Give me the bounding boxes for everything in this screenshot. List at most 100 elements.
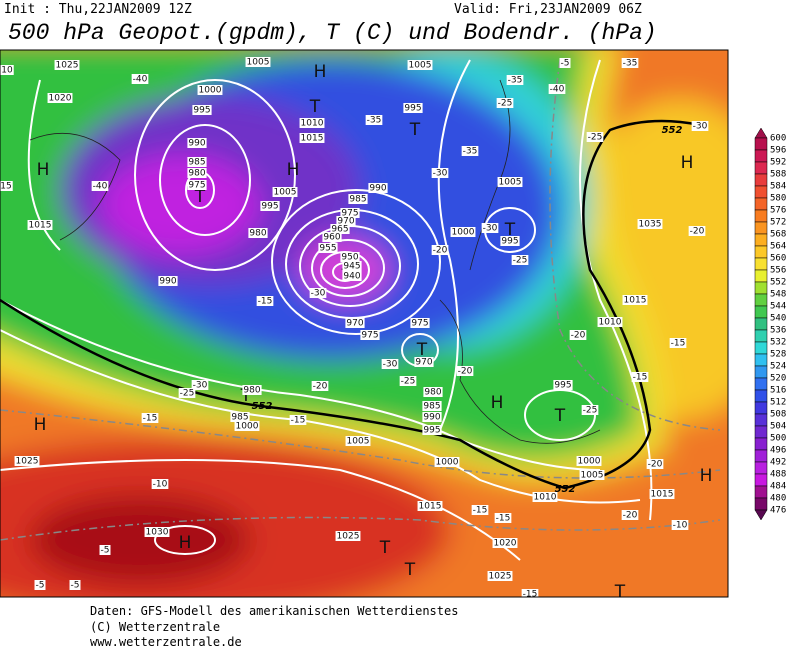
label-box — [461, 146, 479, 156]
label-box — [309, 288, 327, 298]
pressure-centre: H — [681, 153, 694, 173]
footer-source: Daten: GFS-Modell des amerikanischen Wet… — [90, 604, 458, 618]
isoline-label: -25 — [498, 99, 513, 109]
label-box — [597, 317, 623, 327]
label-box — [688, 226, 706, 236]
isoline-label: 1010 — [301, 119, 324, 129]
isoline-label: -5 — [36, 581, 45, 591]
pressure-centre: T — [409, 120, 421, 140]
label-box — [91, 181, 109, 191]
isoline-label: 1015 — [651, 490, 674, 500]
isoline-label: 1000 — [436, 458, 459, 468]
pressure-centre: H — [314, 62, 327, 82]
colorbar-box — [754, 353, 768, 367]
colorbar-label: 484 — [770, 482, 786, 492]
isoline-label: -5 — [71, 581, 80, 591]
colorbar-box — [754, 413, 768, 427]
label-box — [581, 405, 599, 415]
label-box — [521, 589, 539, 597]
label-box — [481, 223, 499, 233]
label-box — [621, 510, 639, 520]
isoline-label: 1020 — [494, 539, 517, 549]
isoline-label: -15 — [291, 416, 306, 426]
label-box — [336, 216, 356, 226]
isoline-label: 995 — [261, 202, 278, 212]
isoline-label: -15 — [496, 514, 511, 524]
isoline-label: 1005 — [499, 178, 522, 188]
isoline-label: 985 — [231, 413, 248, 423]
label-box — [322, 232, 342, 242]
label-box — [494, 513, 512, 523]
colorbar: 600 596 592 588 584 580 576 572 568 564 560 556 552 5… — [754, 127, 786, 521]
isoline-label: 985 — [423, 402, 440, 412]
label-box — [34, 580, 46, 590]
isoline-label: 960 — [323, 233, 340, 243]
label-box — [99, 545, 111, 555]
label-box — [348, 194, 368, 204]
isoline-label: 1005 — [274, 188, 297, 198]
colorbar-label: 524 — [770, 362, 786, 372]
label-box — [345, 436, 371, 446]
isoline-label: 1025 — [16, 457, 39, 467]
pressure-centre: H — [179, 533, 192, 553]
isoline-label: 1025 — [56, 61, 79, 71]
label-box — [342, 271, 362, 281]
colorbar-box — [754, 281, 768, 295]
colorbar-box — [754, 437, 768, 451]
colorbar-label: 508 — [770, 410, 786, 420]
label-box — [299, 118, 325, 128]
isoline-label: 995 — [554, 381, 571, 391]
colorbar-label: 492 — [770, 458, 786, 468]
colorbar-box — [754, 317, 768, 331]
map-labels: HTHTHTTTTHTHHHTTHTT102510201005100510009… — [0, 57, 713, 597]
colorbar-box — [754, 257, 768, 271]
isoline-label: 975 — [411, 319, 428, 329]
isoline-label: -20 — [313, 382, 328, 392]
label-box — [497, 177, 523, 187]
pressure-centre: H — [700, 466, 713, 486]
colorbar-box — [754, 377, 768, 391]
isoline-label: 1005 — [581, 471, 604, 481]
isoline-label: -15 — [258, 297, 273, 307]
label-box — [311, 381, 329, 391]
label-box — [569, 330, 587, 340]
isoline-label: -25 — [583, 406, 598, 416]
pressure-centre: H — [37, 160, 50, 180]
isoline-label: -30 — [383, 360, 398, 370]
label-box — [230, 412, 250, 422]
colorbar-box — [754, 233, 768, 247]
colorbar-box — [754, 365, 768, 379]
label-box — [335, 531, 361, 541]
colorbar-label: 540 — [770, 314, 786, 324]
label-box — [345, 318, 365, 328]
isoline-label: 1015 — [419, 502, 442, 512]
colorbar-label: 516 — [770, 386, 786, 396]
colorbar-box — [754, 173, 768, 187]
pressure-centre: H — [287, 160, 300, 180]
pressure-centre: T — [194, 187, 206, 207]
colorbar-box — [754, 137, 768, 151]
colorbar-label: 548 — [770, 290, 786, 300]
isoline-label: 1000 — [578, 457, 601, 467]
label-box — [158, 276, 178, 286]
isoline-label: -15 — [143, 414, 158, 424]
label-box — [131, 74, 149, 84]
colorbar-label: 552 — [770, 278, 786, 288]
label-box — [289, 415, 307, 425]
isoline-label: -25 — [513, 256, 528, 266]
label-box — [434, 457, 460, 467]
map-title: 500 hPa Geopot.(gpdm), T (C) und Bodendr… — [8, 20, 657, 46]
isoline-label: -15 — [671, 339, 686, 349]
isoline-label: -20 — [571, 331, 586, 341]
isoline-label: -20 — [648, 460, 663, 470]
isoline-label: 995 — [501, 237, 518, 247]
colorbar-box — [754, 161, 768, 175]
label-box — [621, 58, 639, 68]
label-box — [187, 168, 207, 178]
label-box — [671, 520, 689, 530]
label-box — [299, 133, 325, 143]
colorbar-label: 596 — [770, 146, 786, 156]
label-box — [669, 338, 687, 348]
isoline-label: 1025 — [489, 572, 512, 582]
label-box — [178, 388, 196, 398]
